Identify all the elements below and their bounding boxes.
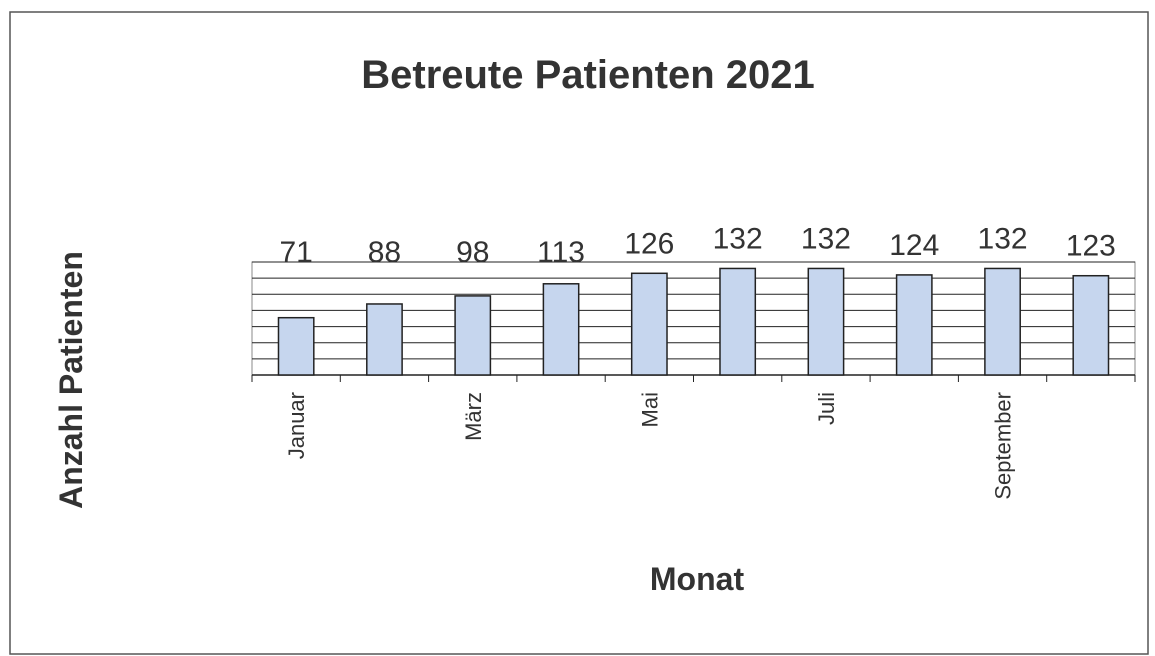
data-label: 132: [713, 222, 763, 255]
x-tick-label: Juli: [814, 392, 839, 425]
bar: [895, 274, 933, 376]
bar: [542, 283, 580, 376]
data-label: 88: [368, 236, 401, 269]
bar: [277, 316, 315, 376]
bar: [454, 295, 492, 376]
chart-title: Betreute Patienten 2021: [361, 53, 815, 97]
bar: [366, 303, 403, 376]
x-tick-label: März: [461, 392, 486, 441]
x-tick-label: Januar: [284, 392, 309, 459]
bar: [719, 267, 757, 376]
bar: [1072, 274, 1110, 376]
data-label: 132: [978, 222, 1028, 255]
data-label: 124: [889, 229, 939, 262]
x-tick-label: September: [991, 392, 1016, 500]
data-label: 132: [801, 222, 851, 255]
data-label: 123: [1066, 230, 1116, 263]
x-tick-label: Mai: [637, 392, 662, 427]
data-label: 98: [456, 236, 489, 269]
data-label: 126: [624, 227, 674, 260]
bar: [984, 267, 1021, 376]
bar: [630, 272, 668, 376]
bar: [807, 267, 845, 376]
y-axis-label: Anzahl Patienten: [53, 251, 89, 509]
data-label: 113: [537, 236, 585, 269]
x-axis-label: Monat: [650, 561, 745, 597]
data-label: 71: [279, 236, 312, 269]
